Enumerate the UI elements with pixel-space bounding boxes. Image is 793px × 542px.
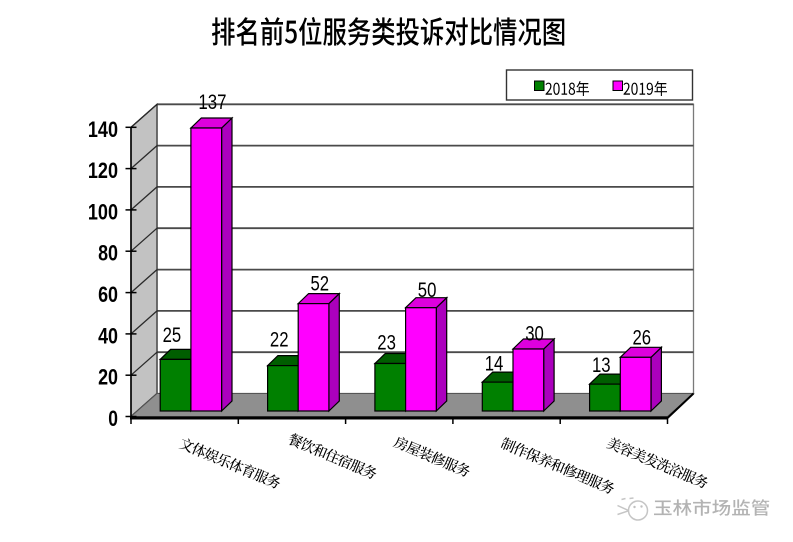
svg-text:25: 25: [163, 324, 182, 347]
svg-text:13: 13: [592, 354, 611, 377]
svg-text:14: 14: [485, 352, 504, 375]
svg-text:52: 52: [311, 272, 330, 295]
svg-text:60: 60: [98, 282, 118, 307]
svg-text:120: 120: [88, 158, 118, 183]
svg-text:137: 137: [198, 91, 226, 114]
svg-text:80: 80: [98, 241, 118, 266]
svg-text:50: 50: [418, 279, 437, 302]
svg-text:40: 40: [98, 323, 118, 348]
svg-text:23: 23: [377, 332, 396, 355]
svg-text:0: 0: [108, 406, 118, 431]
svg-text:20: 20: [98, 365, 118, 390]
svg-text:26: 26: [633, 327, 652, 350]
svg-text:140: 140: [88, 117, 118, 142]
svg-text:30: 30: [525, 322, 544, 345]
svg-text:100: 100: [88, 199, 118, 224]
svg-text:22: 22: [270, 329, 289, 352]
